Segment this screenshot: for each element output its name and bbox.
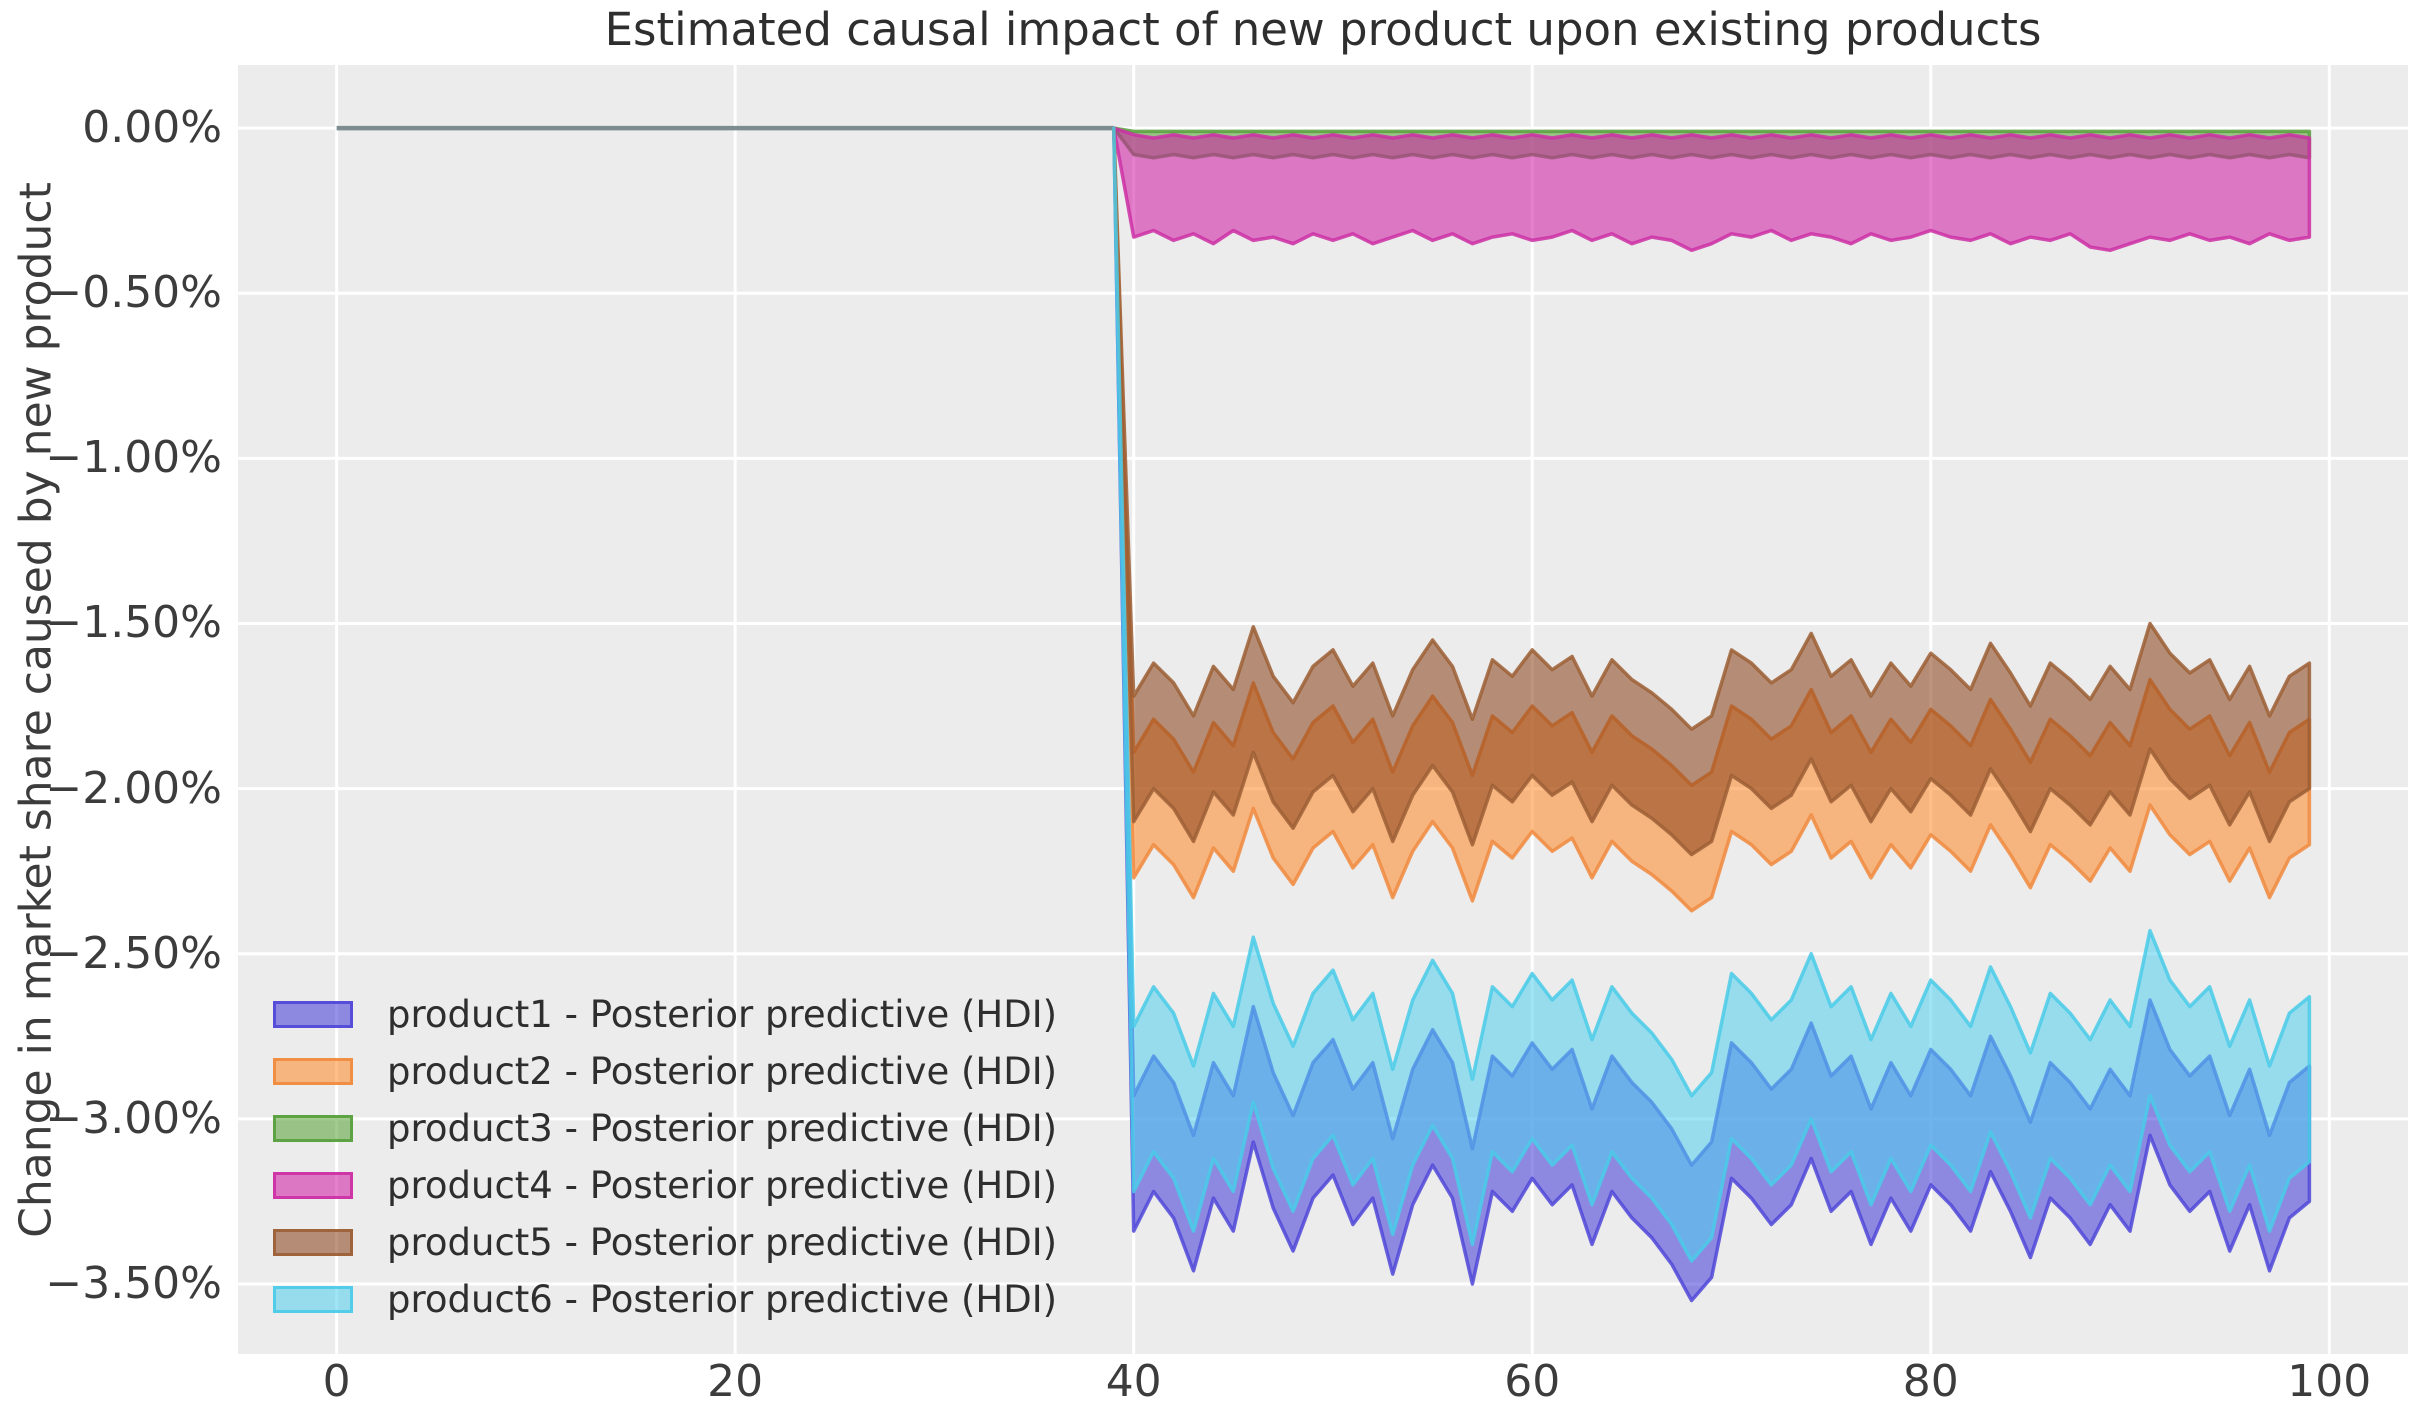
y-tick-−3.50%: −3.50% [45,1257,222,1309]
y-tick-−3.00%: −3.00% [45,1092,222,1144]
legend-label-product4: product4 - Posterior predictive (HDI) [387,1163,1058,1207]
band-product4 [1112,126,2312,253]
x-tick-100: 100 [2287,1356,2372,1407]
y-tick-0.00%: 0.00% [82,102,222,154]
legend-swatch-product6 [273,1285,353,1313]
legend-label-product3: product3 - Posterior predictive (HDI) [387,1106,1058,1150]
legend-swatch-product5 [273,1228,353,1256]
legend-item-product1: product1 - Posterior predictive (HDI) [273,987,1057,1041]
legend-swatch-product1 [273,1000,353,1028]
y-axis-label: Change in market share caused by new pro… [10,182,62,1238]
y-tick-−0.50%: −0.50% [45,267,222,319]
chart-title: Estimated causal impact of new product u… [604,3,2042,56]
x-tick-60: 60 [1504,1356,1561,1407]
legend-swatch-product4 [273,1171,353,1199]
legend-label-product6: product6 - Posterior predictive (HDI) [387,1277,1058,1321]
legend-swatch-product3 [273,1114,353,1142]
legend-swatch-product2 [273,1057,353,1085]
legend-item-product3: product3 - Posterior predictive (HDI) [273,1101,1057,1155]
legend-item-product2: product2 - Posterior predictive (HDI) [273,1044,1057,1098]
band-product5 [1112,126,2312,857]
x-tick-0: 0 [322,1356,351,1407]
x-tick-20: 20 [707,1356,764,1407]
legend-item-product5: product5 - Posterior predictive (HDI) [273,1215,1057,1269]
legend-label-product2: product2 - Posterior predictive (HDI) [387,1049,1058,1093]
legend-label-product5: product5 - Posterior predictive (HDI) [387,1220,1058,1264]
y-tick-−1.50%: −1.50% [45,597,222,649]
y-tick-−2.00%: −2.00% [45,762,222,814]
x-tick-40: 40 [1105,1356,1162,1407]
y-tick-−2.50%: −2.50% [45,927,222,979]
y-tick-−1.00%: −1.00% [45,432,222,484]
band-product6 [1112,126,2312,1263]
legend-label-product1: product1 - Posterior predictive (HDI) [387,992,1058,1036]
legend-item-product4: product4 - Posterior predictive (HDI) [273,1158,1057,1212]
x-tick-80: 80 [1902,1356,1959,1407]
legend-item-product6: product6 - Posterior predictive (HDI) [273,1272,1057,1326]
